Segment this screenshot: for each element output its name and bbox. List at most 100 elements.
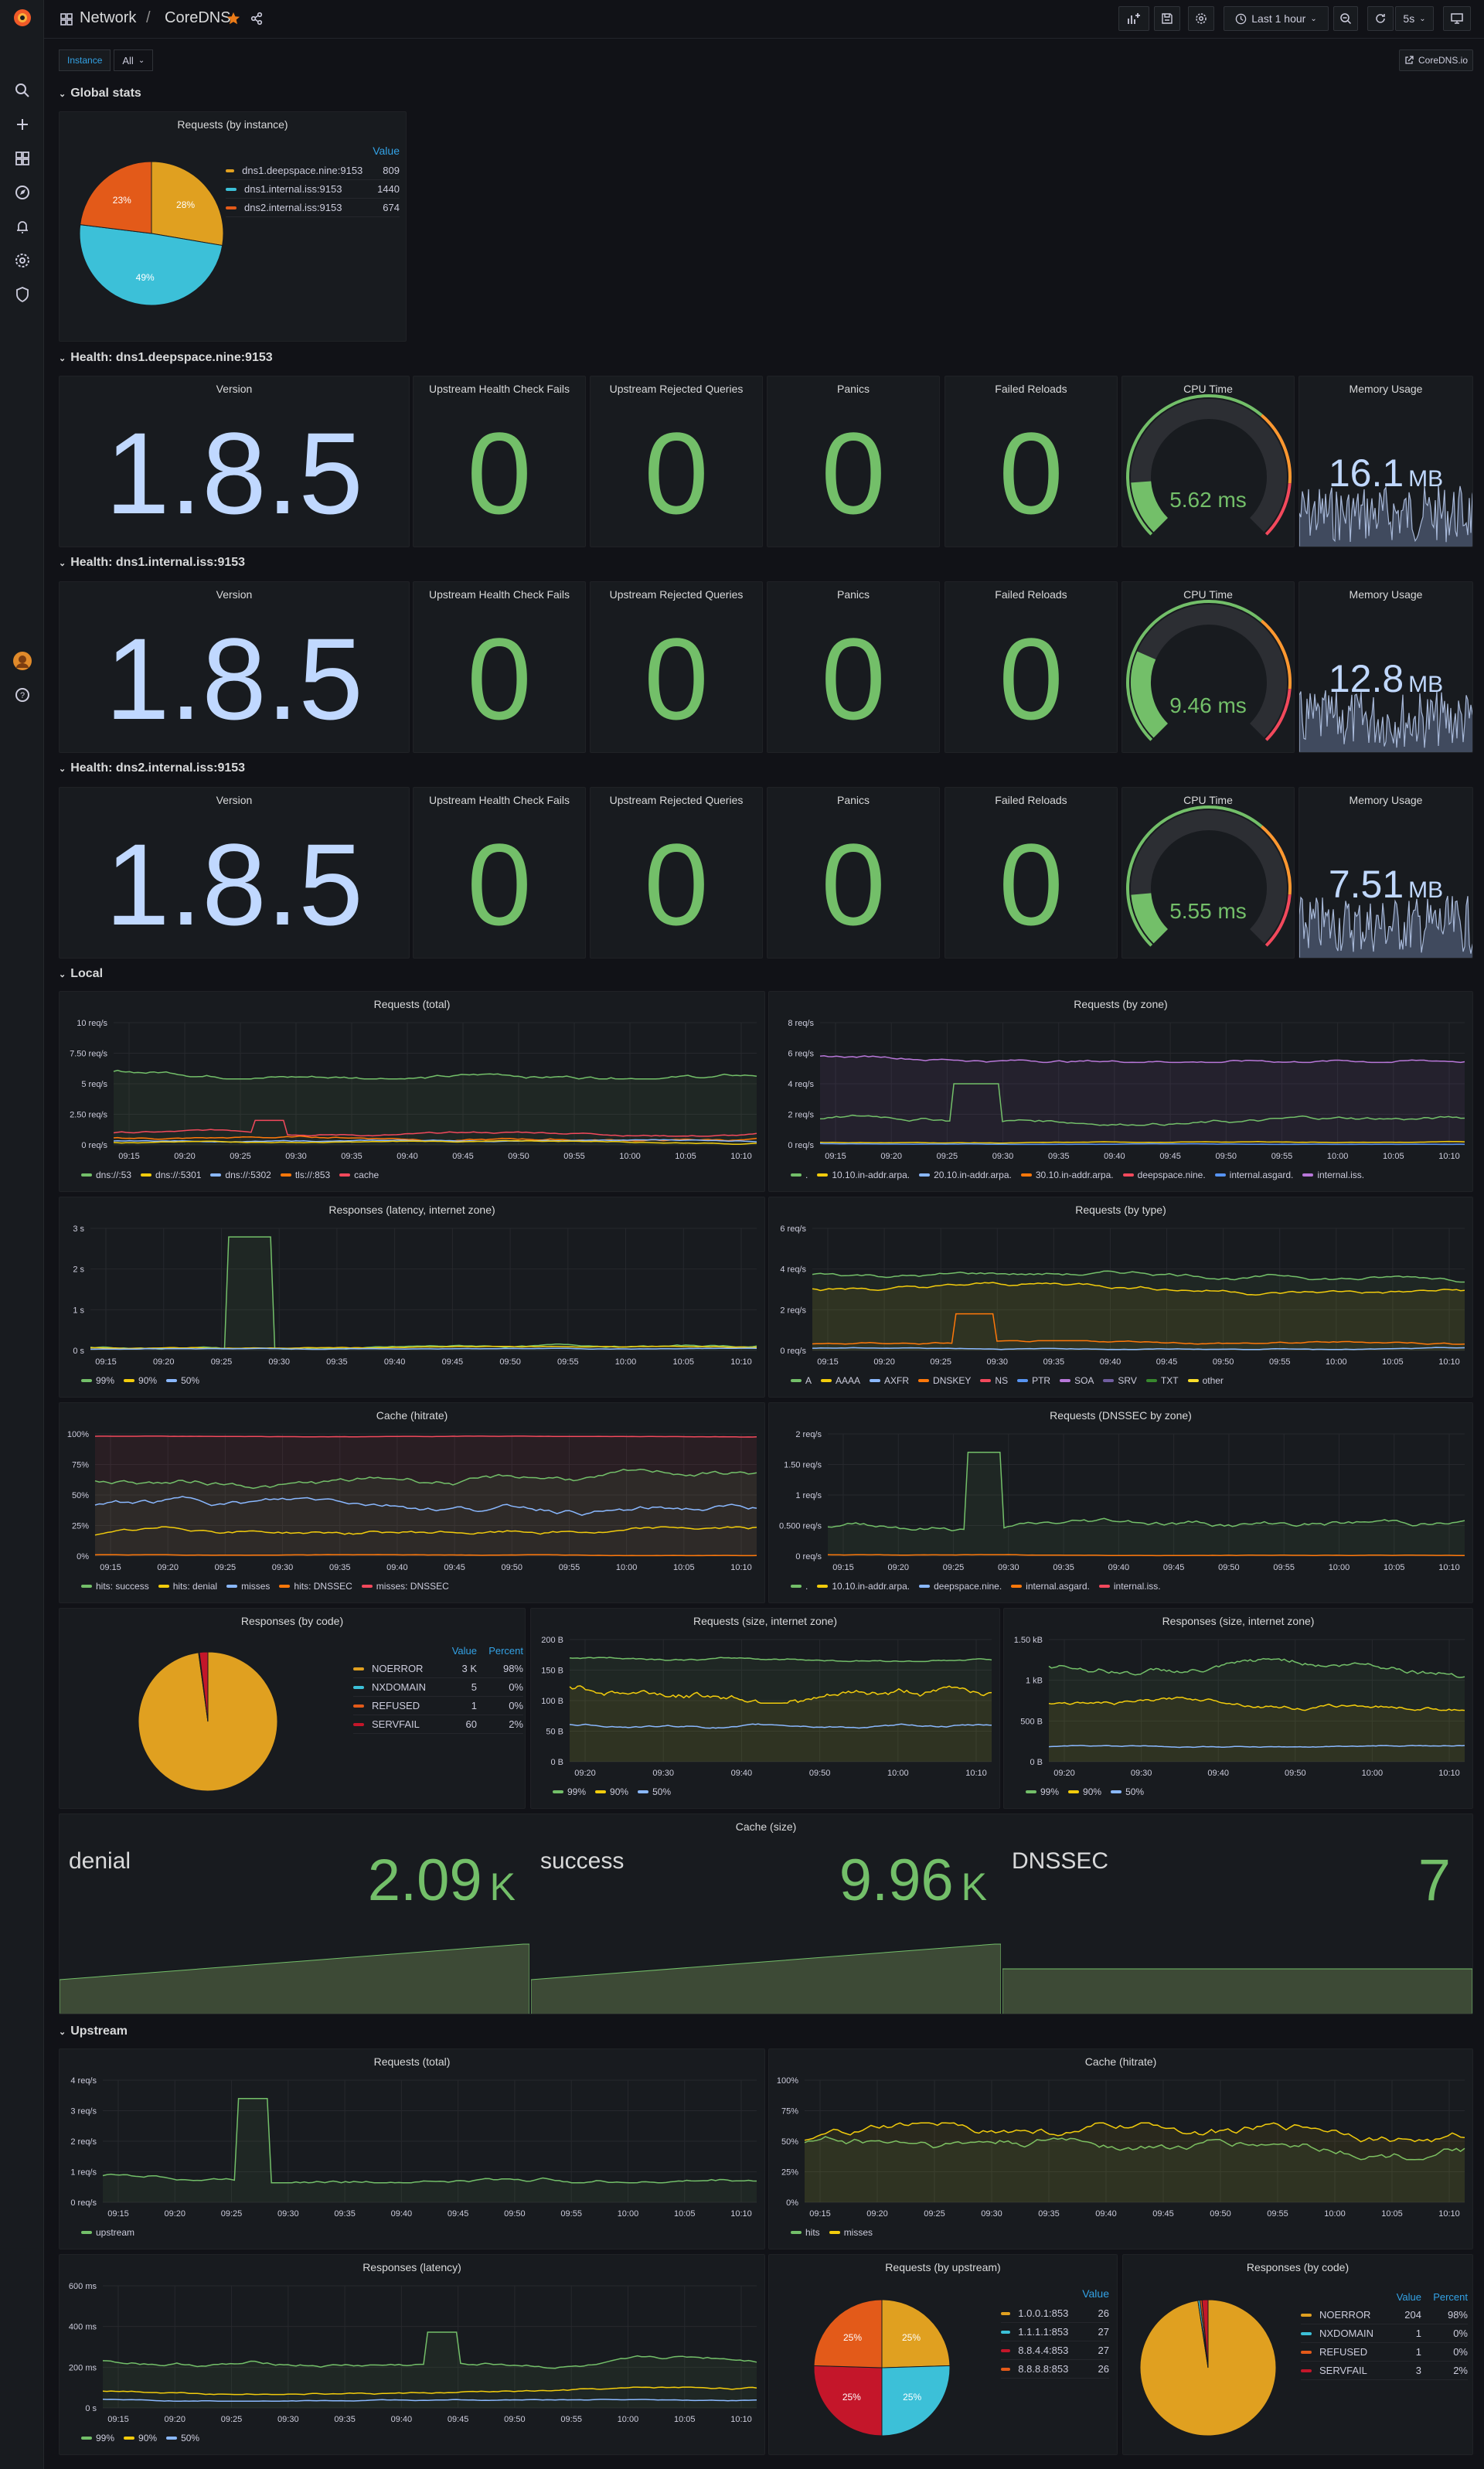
legend-row[interactable]: NXDOMAIN 5 0%: [353, 1678, 523, 1697]
legend-item[interactable]: 99%: [1026, 1786, 1059, 1797]
legend-row[interactable]: 8.8.4.4:853 27: [1001, 2341, 1109, 2360]
legend-item[interactable]: 10.10.in-addr.arpa.: [817, 1581, 910, 1592]
legend-item[interactable]: 50%: [638, 1786, 671, 1797]
legend-item[interactable]: hits: denial: [158, 1581, 217, 1592]
legend-item[interactable]: internal.iss.: [1302, 1170, 1364, 1180]
alerting-bell-icon[interactable]: [12, 216, 32, 237]
legend-item[interactable]: 99%: [81, 2433, 114, 2443]
panel-local-cache-hitrate[interactable]: Cache (hitrate) 100% 75% 50% 25% 0% 09:15 09:20…: [59, 1402, 765, 1603]
panel-local-requests-zone[interactable]: Requests (by zone) 8 req/s 6 req/s 4 req/s 2…: [768, 991, 1473, 1192]
legend-item[interactable]: DNSKEY: [918, 1375, 971, 1386]
legend-row[interactable]: 1.0.0.1:853 26: [1001, 2304, 1109, 2323]
coredns-link[interactable]: CoreDNS.io: [1399, 49, 1473, 71]
legend-item[interactable]: deepspace.nine.: [1122, 1170, 1206, 1180]
legend-row[interactable]: NXDOMAIN 1 0%: [1301, 2324, 1468, 2343]
legend-item[interactable]: hits: success: [81, 1581, 149, 1592]
panel-upstream-responses-code[interactable]: Responses (by code) Value Percent NOERROR 2…: [1122, 2254, 1473, 2455]
star-icon[interactable]: [226, 12, 240, 26]
legend-item[interactable]: 90%: [595, 1786, 628, 1797]
legend-row[interactable]: REFUSED 1 0%: [353, 1697, 523, 1715]
legend-item[interactable]: upstream: [81, 2227, 134, 2238]
panel-cpu-3[interactable]: CPU Time 5.55 ms: [1122, 787, 1295, 959]
legend-item[interactable]: tls://:853: [280, 1170, 330, 1180]
panel-panics-2[interactable]: Panics 0: [767, 581, 940, 753]
legend-item[interactable]: internal.asgard.: [1214, 1170, 1293, 1180]
add-panel-button[interactable]: [1118, 6, 1149, 31]
legend-row[interactable]: dns1.internal.iss:9153 1440: [226, 180, 400, 199]
legend-row[interactable]: SERVFAIL 60 2%: [353, 1715, 523, 1734]
legend-item[interactable]: AXFR: [870, 1375, 909, 1386]
legend-item[interactable]: dns://:5302: [210, 1170, 271, 1180]
panel-local-responses-code[interactable]: Responses (by code) Value Percent NOERROR 3…: [59, 1608, 526, 1809]
row-upstream[interactable]: ⌄ Upstream: [59, 2025, 128, 2038]
row-global-stats[interactable]: ⌄ Global stats: [59, 87, 141, 100]
row-health-2[interactable]: ⌄ Health: dns1.internal.iss:9153: [59, 556, 245, 570]
legend-item[interactable]: dns://:53: [81, 1170, 131, 1180]
legend-item[interactable]: 90%: [124, 1375, 157, 1386]
variable-select-instance[interactable]: All ⌄: [114, 49, 154, 71]
panel-panics-3[interactable]: Panics 0: [767, 787, 940, 959]
legend-item[interactable]: misses: DNSSEC: [361, 1581, 449, 1592]
panel-local-resp-size[interactable]: Responses (size, internet zone) 1.50 kB 1 …: [1003, 1608, 1473, 1809]
panel-local-requests-type[interactable]: Requests (by type) 6 req/s 4 req/s 2 req/s 0…: [768, 1197, 1473, 1398]
legend-row[interactable]: NOERROR 3 K 98%: [353, 1660, 523, 1678]
legend-row[interactable]: 1.1.1.1:853 27: [1001, 2323, 1109, 2341]
legend-item[interactable]: misses: [829, 2227, 873, 2238]
legend-item[interactable]: internal.iss.: [1098, 1581, 1161, 1592]
save-dashboard-button[interactable]: [1154, 6, 1180, 31]
explore-icon[interactable]: [12, 182, 32, 203]
legend-item[interactable]: internal.asgard.: [1011, 1581, 1090, 1592]
dashboard-settings-button[interactable]: [1188, 6, 1214, 31]
legend-item[interactable]: .: [791, 1170, 808, 1180]
legend-item[interactable]: NS: [980, 1375, 1008, 1386]
panel-upstream-requests-by-upstream[interactable]: Requests (by upstream) 25% 25% 25% 25% Valu…: [768, 2254, 1118, 2455]
legend-row[interactable]: NOERROR 204 98%: [1301, 2306, 1468, 2324]
refresh-button[interactable]: [1367, 6, 1394, 31]
panel-upstream-resp-latency[interactable]: Responses (latency) 600 ms 400 ms 200 ms 0 s…: [59, 2254, 765, 2455]
plus-icon[interactable]: [12, 114, 32, 135]
legend-item[interactable]: 50%: [1111, 1786, 1144, 1797]
panel-cpu-1[interactable]: CPU Time 5.62 ms: [1122, 376, 1295, 547]
legend-item[interactable]: 90%: [124, 2433, 157, 2443]
panel-requests-by-instance[interactable]: Requests (by instance) 28% 49% 23% Value d…: [59, 111, 407, 342]
legend-row[interactable]: dns1.deepspace.nine:9153 809: [226, 162, 400, 180]
zoom-out-button[interactable]: [1333, 6, 1358, 31]
panel-version-2[interactable]: Version 1.8.5: [59, 581, 410, 753]
time-range-picker[interactable]: Last 1 hour ⌄: [1224, 6, 1329, 31]
legend-item[interactable]: deepspace.nine.: [919, 1581, 1002, 1592]
settings-gear-icon[interactable]: [12, 250, 32, 271]
share-icon[interactable]: [250, 12, 264, 26]
legend-item[interactable]: hits: DNSSEC: [279, 1581, 352, 1592]
panel-mem-1[interactable]: Memory Usage 16.1 MB: [1298, 376, 1473, 547]
legend-item[interactable]: 90%: [1068, 1786, 1101, 1797]
panel-uhcf-2[interactable]: Upstream Health Check Fails 0: [413, 581, 586, 753]
panel-panics-1[interactable]: Panics 0: [767, 376, 940, 547]
legend-item[interactable]: cache: [339, 1170, 379, 1180]
panel-reloads-3[interactable]: Failed Reloads 0: [945, 787, 1118, 959]
panel-mem-2[interactable]: Memory Usage 12.8 MB: [1298, 581, 1473, 753]
grafana-logo-icon[interactable]: [12, 8, 32, 28]
panel-local-req-size[interactable]: Requests (size, internet zone) 200 B 150 B…: [530, 1608, 1000, 1809]
legend-item[interactable]: 20.10.in-addr.arpa.: [919, 1170, 1012, 1180]
panel-cpu-2[interactable]: CPU Time 9.46 ms: [1122, 581, 1295, 753]
panel-upstream-cache-hitrate[interactable]: Cache (hitrate) 100% 75% 50% 25% 0% 09:15 09:20…: [768, 2048, 1473, 2249]
panel-version-1[interactable]: Version 1.8.5: [59, 376, 410, 547]
legend-item[interactable]: TXT: [1145, 1375, 1179, 1386]
legend-item[interactable]: 10.10.in-addr.arpa.: [817, 1170, 910, 1180]
panel-local-resp-latency[interactable]: Responses (latency, internet zone) 3 s 2 s…: [59, 1197, 765, 1398]
row-health-1[interactable]: ⌄ Health: dns1.deepspace.nine:9153: [59, 351, 273, 365]
tv-mode-button[interactable]: [1443, 6, 1471, 31]
legend-item[interactable]: dns://:5301: [141, 1170, 201, 1180]
row-health-3[interactable]: ⌄ Health: dns2.internal.iss:9153: [59, 761, 245, 775]
help-icon[interactable]: ?: [12, 685, 32, 705]
legend-item[interactable]: hits: [791, 2227, 820, 2238]
panel-local-dnssec[interactable]: Requests (DNSSEC by zone) 2 req/s 1.50 req…: [768, 1402, 1473, 1603]
legend-item[interactable]: PTR: [1017, 1375, 1050, 1386]
panel-urq-1[interactable]: Upstream Rejected Queries 0: [590, 376, 763, 547]
dashboards-icon[interactable]: [12, 148, 32, 169]
legend-item[interactable]: A: [791, 1375, 812, 1386]
panel-reloads-2[interactable]: Failed Reloads 0: [945, 581, 1118, 753]
legend-row[interactable]: dns2.internal.iss:9153 674: [226, 199, 400, 217]
legend-item[interactable]: 50%: [166, 1375, 199, 1386]
